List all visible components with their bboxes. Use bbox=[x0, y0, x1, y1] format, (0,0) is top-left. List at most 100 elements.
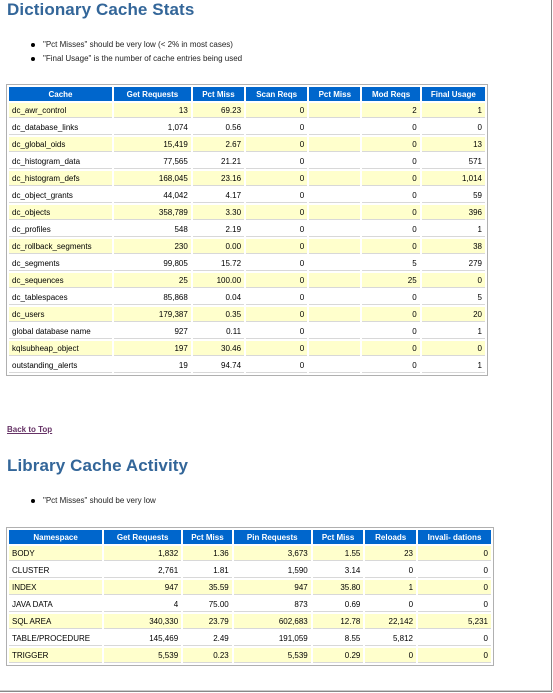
scan-pct-miss-cell bbox=[309, 307, 361, 322]
final-usage-cell: 0 bbox=[421, 273, 485, 288]
get-requests-cell: 77,565 bbox=[113, 154, 191, 169]
table-row: TABLE/PROCEDURE 145,469 2.49 191,059 8.55 5,8… bbox=[9, 631, 491, 646]
table-row: CLUSTER 2,761 1.81 1,590 3.14 0 0 bbox=[9, 563, 491, 578]
note-item: "Pct Misses" should be very low (< 2% in… bbox=[7, 38, 527, 52]
scan-reqs-cell: 0 bbox=[246, 103, 308, 118]
reloads-cell: 22,142 bbox=[365, 614, 417, 629]
final-usage-cell: 1 bbox=[421, 358, 485, 373]
mod-reqs-cell: 5 bbox=[362, 256, 420, 271]
invalidations-cell: 5,231 bbox=[418, 614, 491, 629]
library-notes: "Pct Misses" should be very low bbox=[7, 494, 527, 508]
get-requests-cell: 947 bbox=[104, 580, 182, 595]
pin-requests-cell: 873 bbox=[233, 597, 311, 612]
scan-reqs-cell: 0 bbox=[246, 154, 308, 169]
mod-reqs-cell: 0 bbox=[362, 358, 420, 373]
table-header-row: Namespace Get Requests Pct Miss Pin Requ… bbox=[9, 530, 491, 544]
mod-reqs-cell: 0 bbox=[362, 188, 420, 203]
pct-miss-cell: 0.56 bbox=[192, 120, 245, 135]
namespace-cell: JAVA DATA bbox=[9, 597, 103, 612]
invalidations-cell: 0 bbox=[418, 597, 491, 612]
reloads-cell: 23 bbox=[365, 546, 417, 561]
library-cache-table: Namespace Get Requests Pct Miss Pin Requ… bbox=[6, 527, 494, 666]
column-header: Final Usage bbox=[421, 87, 485, 101]
pin-pct-miss-cell: 3.14 bbox=[312, 563, 364, 578]
final-usage-cell: 59 bbox=[421, 188, 485, 203]
pct-miss-cell: 94.74 bbox=[192, 358, 245, 373]
scan-pct-miss-cell bbox=[309, 205, 361, 220]
scan-reqs-cell: 0 bbox=[246, 256, 308, 271]
get-requests-cell: 25 bbox=[113, 273, 191, 288]
table-row: SQL AREA 340,330 23.79 602,683 12.78 22,142 5,… bbox=[9, 614, 491, 629]
column-header: Namespace bbox=[9, 530, 103, 544]
note-item: "Final Usage" is the number of cache ent… bbox=[7, 52, 527, 66]
get-pct-miss-cell: 1.36 bbox=[183, 546, 232, 561]
get-pct-miss-cell: 2.49 bbox=[183, 631, 232, 646]
final-usage-cell: 20 bbox=[421, 307, 485, 322]
get-requests-cell: 230 bbox=[113, 239, 191, 254]
cache-name-cell: global database name bbox=[9, 324, 112, 339]
pct-miss-cell: 30.46 bbox=[192, 341, 245, 356]
mod-reqs-cell: 25 bbox=[362, 273, 420, 288]
final-usage-cell: 13 bbox=[421, 137, 485, 152]
mod-reqs-cell: 0 bbox=[362, 120, 420, 135]
column-header: Pct Miss bbox=[312, 530, 364, 544]
get-requests-cell: 85,868 bbox=[113, 290, 191, 305]
table-row: dc_objects 358,789 3.30 0 0 396 bbox=[9, 205, 485, 220]
dictionary-cache-table: Cache Get Requests Pct Miss Scan Reqs Pc… bbox=[6, 84, 488, 376]
table-row: dc_database_links 1,074 0.56 0 0 0 bbox=[9, 120, 485, 135]
scan-pct-miss-cell bbox=[309, 103, 361, 118]
table-row: dc_tablespaces 85,868 0.04 0 0 5 bbox=[9, 290, 485, 305]
column-header: Reloads bbox=[365, 530, 417, 544]
reloads-cell: 0 bbox=[365, 597, 417, 612]
scan-reqs-cell: 0 bbox=[246, 324, 308, 339]
column-header: Mod Reqs bbox=[362, 87, 420, 101]
pin-pct-miss-cell: 1.55 bbox=[312, 546, 364, 561]
get-requests-cell: 358,789 bbox=[113, 205, 191, 220]
column-header: Cache bbox=[9, 87, 112, 101]
get-requests-cell: 548 bbox=[113, 222, 191, 237]
get-requests-cell: 927 bbox=[113, 324, 191, 339]
final-usage-cell: 0 bbox=[421, 120, 485, 135]
namespace-cell: INDEX bbox=[9, 580, 103, 595]
scan-reqs-cell: 0 bbox=[246, 205, 308, 220]
cache-name-cell: dc_object_grants bbox=[9, 188, 112, 203]
pin-pct-miss-cell: 0.69 bbox=[312, 597, 364, 612]
final-usage-cell: 1,014 bbox=[421, 171, 485, 186]
get-requests-cell: 5,539 bbox=[104, 648, 182, 663]
get-pct-miss-cell: 1.81 bbox=[183, 563, 232, 578]
column-header: Invali- dations bbox=[418, 530, 491, 544]
pct-miss-cell: 100.00 bbox=[192, 273, 245, 288]
pin-pct-miss-cell: 12.78 bbox=[312, 614, 364, 629]
get-pct-miss-cell: 0.23 bbox=[183, 648, 232, 663]
get-pct-miss-cell: 23.79 bbox=[183, 614, 232, 629]
scan-pct-miss-cell bbox=[309, 324, 361, 339]
cache-name-cell: kqlsubheap_object bbox=[9, 341, 112, 356]
mod-reqs-cell: 0 bbox=[362, 205, 420, 220]
column-header: Pct Miss bbox=[183, 530, 232, 544]
get-requests-cell: 2,761 bbox=[104, 563, 182, 578]
mod-reqs-cell: 0 bbox=[362, 290, 420, 305]
pct-miss-cell: 3.30 bbox=[192, 205, 245, 220]
cache-name-cell: dc_database_links bbox=[9, 120, 112, 135]
pin-requests-cell: 3,673 bbox=[233, 546, 311, 561]
bottom-divider bbox=[0, 690, 553, 691]
invalidations-cell: 0 bbox=[418, 580, 491, 595]
invalidations-cell: 0 bbox=[418, 563, 491, 578]
pin-pct-miss-cell: 35.80 bbox=[312, 580, 364, 595]
scan-reqs-cell: 0 bbox=[246, 341, 308, 356]
scan-reqs-cell: 0 bbox=[246, 239, 308, 254]
cache-name-cell: dc_histogram_defs bbox=[9, 171, 112, 186]
cache-name-cell: dc_users bbox=[9, 307, 112, 322]
scan-pct-miss-cell bbox=[309, 171, 361, 186]
pin-pct-miss-cell: 0.29 bbox=[312, 648, 364, 663]
get-requests-cell: 1,074 bbox=[113, 120, 191, 135]
get-requests-cell: 340,330 bbox=[104, 614, 182, 629]
table-row: global database name 927 0.11 0 0 1 bbox=[9, 324, 485, 339]
table-row: outstanding_alerts 19 94.74 0 0 1 bbox=[9, 358, 485, 373]
mod-reqs-cell: 0 bbox=[362, 324, 420, 339]
cache-name-cell: dc_tablespaces bbox=[9, 290, 112, 305]
scan-reqs-cell: 0 bbox=[246, 222, 308, 237]
back-to-top-link[interactable]: Back to Top bbox=[7, 425, 53, 434]
pin-requests-cell: 947 bbox=[233, 580, 311, 595]
